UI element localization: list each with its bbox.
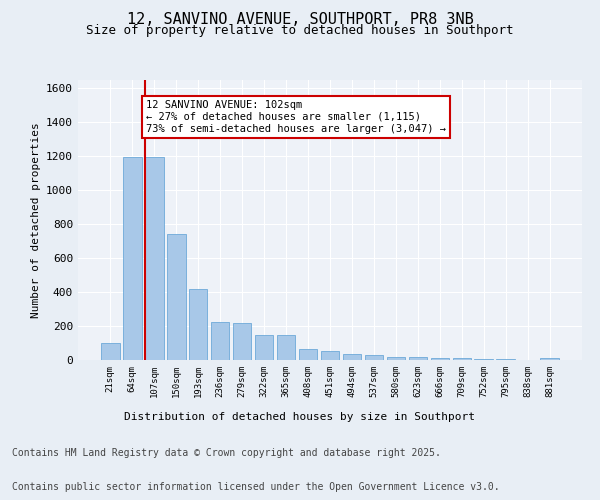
Bar (452, 358, 471, 360)
Bar (541, 358, 559, 360)
Bar (233, 322, 251, 360)
Text: Contains public sector information licensed under the Open Government Licence v3: Contains public sector information licen… (12, 482, 500, 492)
Bar (255, 334, 274, 360)
Text: 12, SANVINO AVENUE, SOUTHPORT, PR8 3NB: 12, SANVINO AVENUE, SOUTHPORT, PR8 3NB (127, 12, 473, 28)
Text: Size of property relative to detached houses in Southport: Size of property relative to detached ho… (86, 24, 514, 37)
Bar (167, 234, 185, 360)
Text: Contains HM Land Registry data © Crown copyright and database right 2025.: Contains HM Land Registry data © Crown c… (12, 448, 441, 458)
Bar (320, 350, 340, 360)
Bar (343, 354, 361, 360)
Bar (299, 349, 317, 360)
Bar (277, 334, 295, 360)
Bar (123, 157, 142, 360)
Bar (386, 356, 405, 360)
Text: 12 SANVINO AVENUE: 102sqm
← 27% of detached houses are smaller (1,115)
73% of se: 12 SANVINO AVENUE: 102sqm ← 27% of detac… (146, 100, 446, 134)
Bar (496, 359, 515, 360)
Text: Distribution of detached houses by size in Southport: Distribution of detached houses by size … (125, 412, 476, 422)
Bar (365, 355, 383, 360)
Bar (101, 342, 119, 360)
Bar (189, 288, 208, 360)
Bar (145, 157, 164, 360)
Bar (431, 358, 449, 360)
Bar (409, 358, 427, 360)
Y-axis label: Number of detached properties: Number of detached properties (31, 122, 41, 318)
Bar (211, 322, 229, 360)
Bar (475, 359, 493, 360)
